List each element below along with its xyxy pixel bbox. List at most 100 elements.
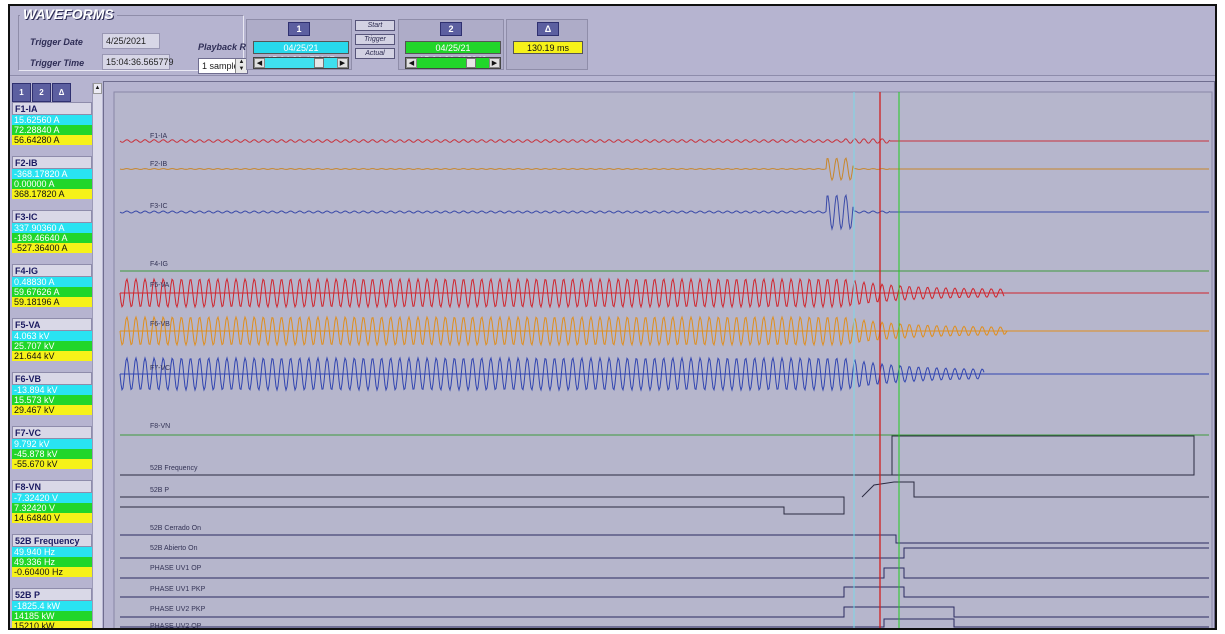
trace-f6-vb	[119, 315, 1024, 347]
channel-name: F8-VN	[12, 480, 92, 493]
cursor1-right-arrow[interactable]: ▶	[337, 58, 348, 68]
start-button[interactable]: Start	[355, 20, 395, 31]
channel-item[interactable]: 52B Frequency 49.940 Hz 49.336 Hz -0.60400 …	[12, 534, 92, 577]
channel-item[interactable]: F3-IC 337.90360 A -189.46640 A -527.36400 A	[12, 210, 92, 253]
trace-f3-ic	[119, 193, 891, 231]
waveform-plot[interactable]: F1-IA F2-IB F3-IC F4-IG F5-VA F6-VB F7-VC F8-VN…	[103, 81, 1215, 630]
channel-item[interactable]: F4-IG 0.48830 A 59.67626 A 59.18196 A	[12, 264, 92, 307]
channel-cursor2-value: 14185 kW	[12, 611, 92, 621]
trigger-time-value: 15:04:36.565779	[102, 54, 174, 70]
channel-name: 52B P	[12, 588, 92, 601]
cursor1-left-arrow[interactable]: ◀	[254, 58, 265, 68]
channel-panel: 1 2 Δ ▲ F1-IA 15.62560 A 72.28840 A 56.6428…	[10, 77, 102, 628]
trace-52b-p-peak	[861, 481, 1209, 498]
trace-label: 52B P	[150, 487, 169, 494]
channel-cursor1-value: 0.48830 A	[12, 277, 92, 287]
page-title: WAVEFORMS	[20, 6, 117, 22]
trace-52b-abierto-on	[120, 547, 1209, 559]
cursor2-scrollbar[interactable]: ◀ ▶	[405, 57, 501, 69]
trace-phase-uv1-pkp	[120, 586, 1209, 598]
channel-cursor2-value: 7.32420 V	[12, 503, 92, 513]
channel-item[interactable]: F6-VB -13.894 kV 15.573 kV 29.467 kV	[12, 372, 92, 415]
channel-item[interactable]: F2-IB -368.17820 A 0.00000 A 368.17820 A	[12, 156, 92, 199]
channel-cursor2-value: 49.336 Hz	[12, 557, 92, 567]
trace-label: 52B Abierto On	[150, 545, 198, 552]
cursor2-time: 04/25/21 15:04:36.605842	[405, 41, 501, 65]
channel-delta-value: -527.36400 A	[12, 243, 92, 253]
channel-cursor2-value: -45.878 kV	[12, 449, 92, 459]
trigger-info-group	[18, 15, 244, 71]
channel-cursor1-value: -13.894 kV	[12, 385, 92, 395]
waveforms-window: WAVEFORMS Trigger Date 4/25/2021 Trigger…	[8, 4, 1217, 630]
trace-label: F1-IA	[150, 133, 167, 140]
actual-button[interactable]: Actual	[355, 48, 395, 59]
trace-label: F2-IB	[150, 161, 167, 168]
trace-f1-ia	[119, 138, 891, 144]
channel-cursor1-value: -368.17820 A	[12, 169, 92, 179]
trace-f7-vc	[119, 356, 985, 392]
channel-cursor1-value: -7.32420 V	[12, 493, 92, 503]
channel-name: F6-VB	[12, 372, 92, 385]
channel-delta-value: 59.18196 A	[12, 297, 92, 307]
trace-label: PHASE UV1 PKP	[150, 586, 206, 593]
trigger-button[interactable]: Trigger	[355, 34, 395, 45]
channel-item[interactable]: F5-VA 4.063 kV 25.707 kV 21.644 kV	[12, 318, 92, 361]
delta-time: 130.19 ms	[513, 41, 583, 54]
channel-delta-value: 56.64280 A	[12, 135, 92, 145]
cursor2-right-arrow[interactable]: ▶	[489, 58, 500, 68]
channel-delta-value: 21.644 kV	[12, 351, 92, 361]
channel-name: F7-VC	[12, 426, 92, 439]
channel-scrollbar[interactable]: ▲	[92, 83, 102, 628]
channel-name: F5-VA	[12, 318, 92, 331]
trace-label: F3-IC	[150, 203, 168, 210]
cursor1-thumb[interactable]	[314, 58, 324, 68]
delta-tool-icon[interactable]: Δ	[52, 83, 71, 102]
cursor1-time: 04/25/21 15:04:36.475647	[253, 41, 349, 65]
playback-rate-select[interactable]: 1 sample ▲ ▼	[198, 58, 248, 74]
channel-delta-value: 14.64840 V	[12, 513, 92, 523]
trace-label: F4-IG	[150, 261, 168, 268]
delta-icon: Δ	[537, 22, 559, 36]
cursor2-icon[interactable]: 2	[440, 22, 462, 36]
cursor2-left-arrow[interactable]: ◀	[406, 58, 417, 68]
channel-cursor1-value: 15.62560 A	[12, 115, 92, 125]
channel-cursor2-value: -189.46640 A	[12, 233, 92, 243]
channel-name: 52B Frequency	[12, 534, 92, 547]
playback-rate-label: Playback Rate	[198, 42, 260, 52]
channel-name: F2-IB	[12, 156, 92, 169]
trace-label: PHASE UV2 OP	[150, 623, 202, 630]
channel-name: F3-IC	[12, 210, 92, 223]
channel-item[interactable]: F1-IA 15.62560 A 72.28840 A 56.64280 A	[12, 102, 92, 145]
trace-label: F5-VA	[150, 282, 170, 289]
header-toolbar: WAVEFORMS Trigger Date 4/25/2021 Trigger…	[10, 6, 1215, 76]
channel-cursor2-value: 0.00000 A	[12, 179, 92, 189]
channel-item[interactable]: F8-VN -7.32420 V 7.32420 V 14.64840 V	[12, 480, 92, 523]
channel-delta-value: 368.17820 A	[12, 189, 92, 199]
trace-phase-uv1-op	[120, 567, 1209, 579]
cursor1-tool-icon[interactable]: 1	[12, 83, 31, 102]
trace-label: F8-VN	[150, 423, 170, 430]
channel-delta-value: -0.60400 Hz	[12, 567, 92, 577]
channel-delta-value: -55.670 kV	[12, 459, 92, 469]
channel-cursor1-value: 9.792 kV	[12, 439, 92, 449]
channel-cursor1-value: 4.063 kV	[12, 331, 92, 341]
cursor1-icon[interactable]: 1	[288, 22, 310, 36]
channel-item[interactable]: F7-VC 9.792 kV -45.878 kV -55.670 kV	[12, 426, 92, 469]
playback-rate-spinner[interactable]: ▲ ▼	[235, 59, 247, 73]
trigger-date-value: 4/25/2021	[102, 33, 160, 49]
cursor2-tool-icon[interactable]: 2	[32, 83, 51, 102]
cursor1-scrollbar[interactable]: ◀ ▶	[253, 57, 349, 69]
cursor2-thumb[interactable]	[466, 58, 476, 68]
channel-cursor2-value: 15.573 kV	[12, 395, 92, 405]
cursor1-panel: 1 04/25/21 15:04:36.475647 ◀ ▶	[246, 19, 352, 70]
channel-name: F1-IA	[12, 102, 92, 115]
trace-label: F6-VB	[150, 321, 170, 328]
trace-phase-uv2-op	[120, 618, 1209, 628]
trace-52b-cerrado-on	[120, 534, 1209, 544]
waveform-canvas: F1-IA F2-IB F3-IC F4-IG F5-VA F6-VB F7-VC F8-VN…	[113, 91, 1213, 630]
channel-item[interactable]: 52B P -1825.4 kW 14185 kW 15210 kW	[12, 588, 92, 628]
scroll-up-arrow[interactable]: ▲	[93, 83, 102, 94]
channel-cursor1-value: -1825.4 kW	[12, 601, 92, 611]
trace-label: PHASE UV2 PKP	[150, 606, 206, 613]
trigger-time-label: Trigger Time	[30, 58, 85, 68]
